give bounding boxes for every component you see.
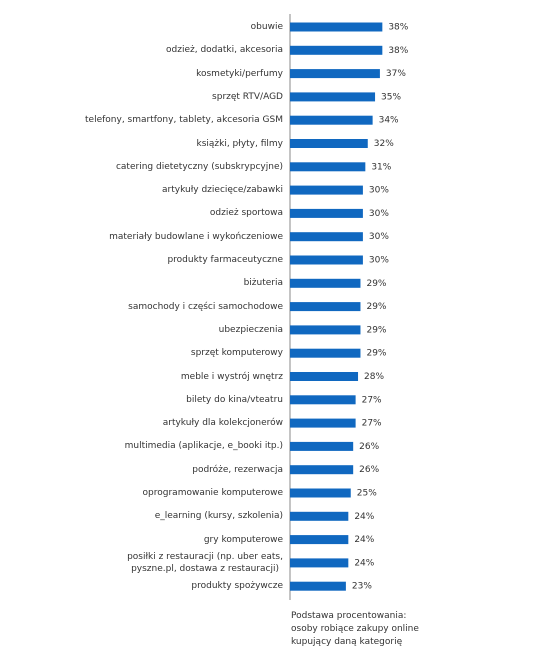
value-label: 26% [359,465,379,475]
category-label: biżuteria [243,278,283,289]
bar [290,511,349,521]
value-label: 24% [354,512,374,522]
value-label: 27% [362,419,382,429]
category-label: materiały budowlane i wykończeniowe [109,231,283,242]
category-label: oprogramowanie komputerowe [142,488,283,498]
footnote: kupujący daną kategorię [291,637,403,647]
bar [290,255,363,265]
footnote: osoby robiące zakupy online [291,624,419,634]
value-label: 30% [369,256,389,266]
bar [290,348,361,358]
category-label: odzież sportowa [209,208,283,219]
category-label: obuwie [250,22,283,32]
category-label: podróże, rezerwacja [192,464,283,475]
bar [290,535,349,545]
bar [290,302,361,312]
value-label: 27% [362,395,382,405]
category-label: catering dietetyczny (subskrypcyjne) [115,161,283,172]
bar [290,488,351,498]
bar [290,325,361,335]
bar [290,558,349,568]
value-label: 32% [374,139,394,149]
category-label: e_learning (kursy, szkolenia) [154,511,283,522]
category-label: produkty farmaceutyczne [167,255,283,265]
footnote: Podstawa procentowania: [291,611,407,621]
bar [290,441,354,451]
bar [290,581,346,591]
bar [290,278,361,288]
bar [290,69,380,79]
category-label: bilety do kina/vteatru [186,394,283,405]
value-label: 31% [371,162,391,172]
category-label: gry komputerowe [203,534,283,545]
category-label: książki, płyty, filmy [196,138,283,149]
bar [290,232,363,242]
value-label: 30% [369,186,389,196]
bar [290,139,368,148]
bar [290,418,356,428]
category-label: multimedia (aplikacje, e_booki itp.) [124,441,283,452]
value-label: 38% [388,46,408,56]
value-label: 23% [352,582,372,592]
category-label: samochody i części samochodowe [128,301,283,312]
value-label: 38% [388,23,408,33]
category-label: telefony, smartfony, tablety, akcesoria … [85,115,283,126]
bar [290,465,354,475]
value-label: 35% [381,92,401,102]
category-label: meble i wystrój wnętrz [180,371,283,382]
value-label: 29% [366,302,386,312]
value-label: 29% [366,279,386,289]
value-label: 37% [386,69,406,79]
value-label: 30% [369,209,389,219]
bar [290,115,373,125]
value-label: 34% [379,116,399,126]
bar [290,208,363,218]
value-label: 24% [354,558,374,568]
value-label: 24% [354,535,374,545]
value-label: 29% [366,349,386,359]
bar [290,162,366,172]
bar [290,45,383,55]
category-label: kosmetyki/perfumy [196,68,283,79]
value-label: 29% [366,325,386,335]
category-label: sprzęt komputerowy [190,348,283,359]
category-label: sprzęt RTV/AGD [212,91,283,102]
bar [290,185,363,195]
bar [290,372,359,381]
value-label: 30% [369,232,389,242]
category-label: artykuły dla kolekcjonerów [162,418,283,429]
bar [290,395,356,405]
value-label: 28% [364,372,384,382]
value-label: 26% [359,442,379,452]
category-label: odzież, dodatki, akcesoria [166,45,283,56]
bar [290,92,376,102]
category-label: ubezpieczenia [218,324,283,335]
bar [290,22,383,32]
category-label: produkty spożywcze [191,581,283,592]
value-label: 25% [357,489,377,499]
category-label: posiłki z restauracji (np. uber eats, py… [127,551,283,574]
category-label: artykuły dziecięce/zabawki [162,185,283,196]
